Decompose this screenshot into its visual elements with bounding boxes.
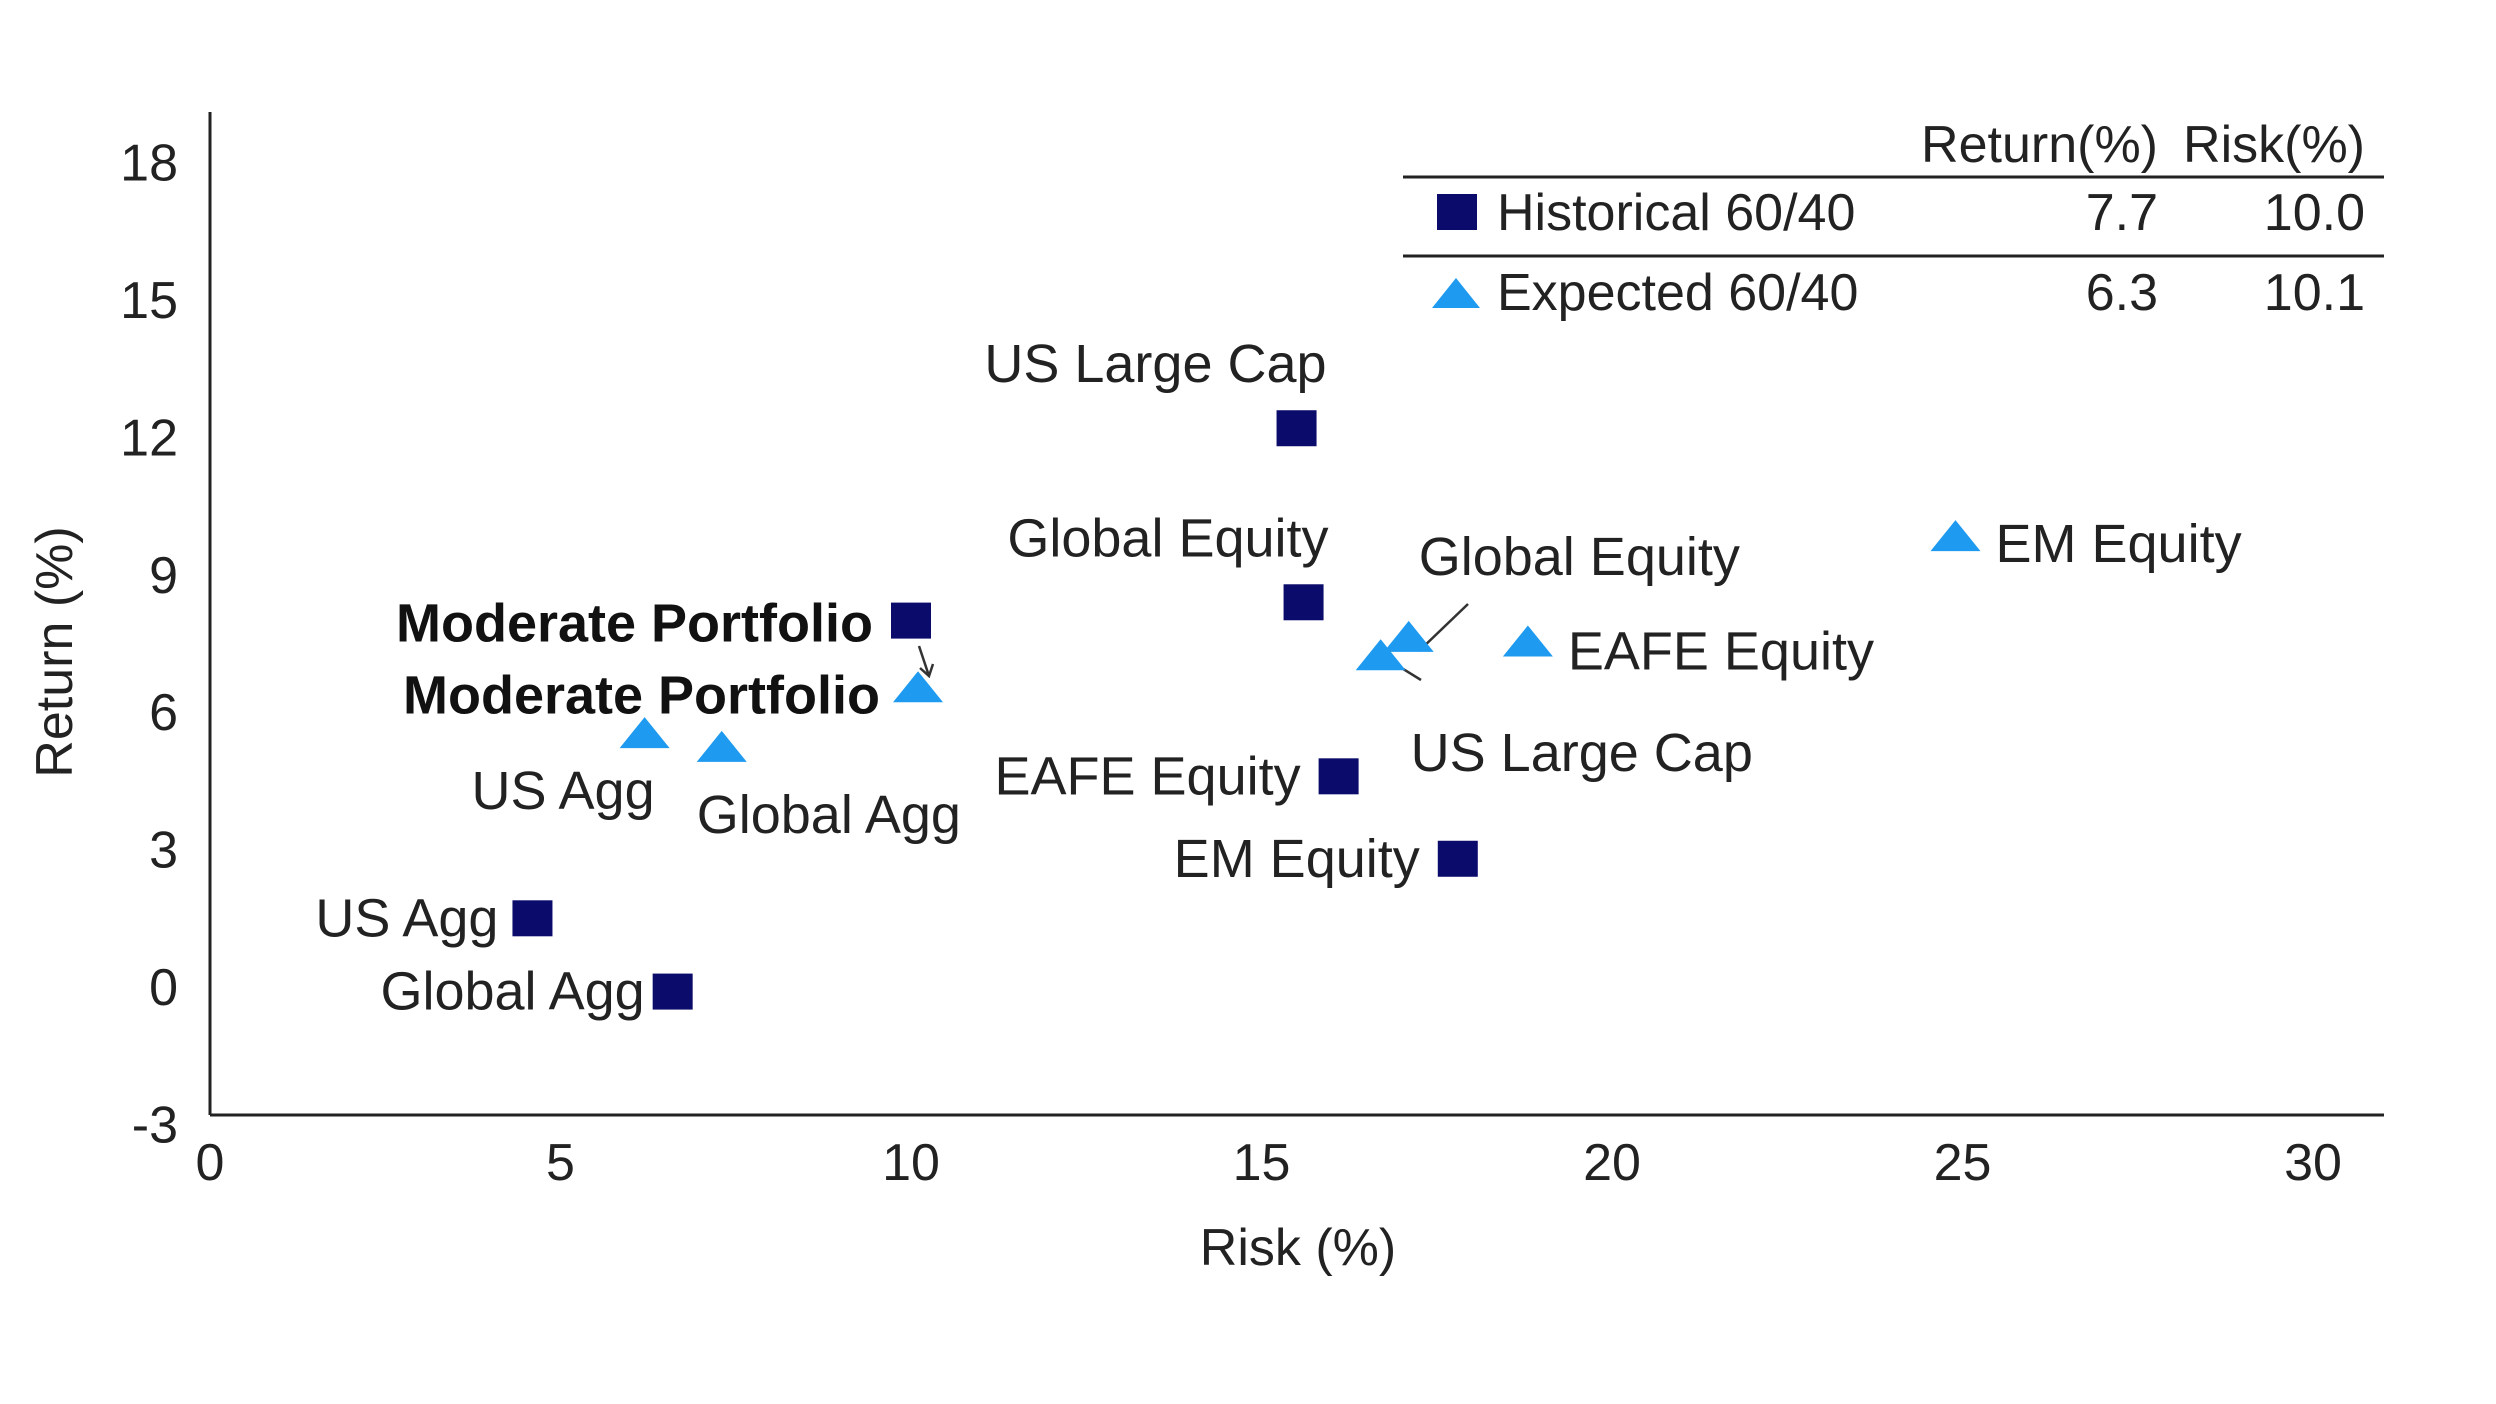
historical-label-us-agg: US Agg (315, 888, 498, 948)
leader-line-moderate-portfolio (917, 645, 931, 677)
legend-expected-return: 6.3 (2086, 264, 2158, 322)
expected-point-eafe-equity (1502, 625, 1553, 657)
leader-arrow-moderate-portfolio (919, 663, 935, 679)
historical-label-moderate-portfolio: Moderate Portfolio (396, 594, 873, 654)
historical-point-global-agg (652, 973, 693, 1010)
y-tick-label: -3 (132, 1096, 178, 1154)
x-tick-label: 25 (1934, 1134, 1992, 1192)
x-tick-label: 0 (196, 1134, 225, 1192)
expected-point-moderate-portfolio (893, 671, 944, 703)
expected-point-em-equity (1930, 520, 1981, 552)
expected-label-moderate-portfolio: Moderate Portfolio (403, 665, 880, 725)
y-tick-label: 6 (149, 684, 178, 742)
x-tick-label: 30 (2284, 1134, 2342, 1192)
historical-point-us-large-cap (1276, 410, 1317, 447)
x-tick-labels: 0 5 10 15 20 25 30 (196, 1134, 2342, 1192)
y-tick-label: 15 (120, 272, 178, 330)
y-tick-label: 18 (120, 135, 178, 193)
expected-label-em-equity: EM Equity (1995, 514, 2241, 574)
x-tick-label: 10 (882, 1134, 940, 1192)
y-tick-labels: -3 0 3 6 9 12 15 18 (120, 135, 178, 1155)
legend-historical-return: 7.7 (2086, 184, 2158, 242)
expected-label-global-agg: Global Agg (697, 785, 961, 845)
historical-point-global-equity (1283, 584, 1324, 621)
historical-point-us-agg (512, 900, 553, 937)
legend-header-risk: Risk(%) (2183, 116, 2365, 174)
historical-point-moderate-portfolio (891, 602, 931, 639)
expected-point-global-agg (696, 730, 747, 762)
historical-point-eafe-equity (1318, 758, 1359, 795)
leader-line-global-equity-expected (1418, 603, 1469, 652)
legend-header-return: Return(%) (1921, 116, 2158, 174)
expected-label-global-equity: Global Equity (1419, 527, 1740, 587)
y-tick-label: 9 (149, 547, 178, 605)
y-tick-label: 3 (149, 822, 178, 880)
historical-label-global-agg: Global Agg (380, 962, 644, 1022)
x-tick-label: 15 (1233, 1134, 1291, 1192)
historical-point-em-equity (1437, 840, 1478, 877)
legend-historical-risk: 10.0 (2264, 184, 2365, 242)
expected-point-us-agg (619, 717, 670, 749)
historical-label-eafe-equity: EAFE Equity (994, 746, 1300, 806)
expected-label-us-large-cap: US Large Cap (1411, 723, 1753, 783)
expected-point-global-equity (1383, 620, 1434, 652)
legend: Return(%) Risk(%) Historical 60/40 7.7 1… (1403, 116, 2384, 322)
data-point-labels: US Large Cap Global Equity Moderate Portfo… (315, 334, 2241, 1021)
x-tick-label: 20 (1583, 1134, 1641, 1192)
legend-expected-name: Expected 60/40 (1497, 264, 1858, 322)
x-tick-label: 5 (546, 1134, 575, 1192)
legend-expected-risk: 10.1 (2264, 264, 2365, 322)
expected-point-us-large-cap (1355, 639, 1406, 671)
historical-label-us-large-cap: US Large Cap (984, 334, 1326, 394)
legend-expected-marker (1432, 278, 1480, 308)
data-points (512, 410, 1981, 1010)
legend-historical-name: Historical 60/40 (1497, 184, 1855, 242)
expected-label-eafe-equity: EAFE Equity (1568, 622, 1874, 682)
historical-label-em-equity: EM Equity (1174, 829, 1420, 889)
y-axis-title: Return (%) (26, 526, 84, 777)
legend-historical-marker (1437, 194, 1477, 230)
y-tick-label: 0 (149, 959, 178, 1017)
expected-label-us-agg: US Agg (471, 761, 654, 821)
y-tick-label: 12 (120, 409, 178, 467)
x-axis-title: Risk (%) (1200, 1219, 1396, 1277)
historical-label-global-equity: Global Equity (1007, 508, 1328, 568)
